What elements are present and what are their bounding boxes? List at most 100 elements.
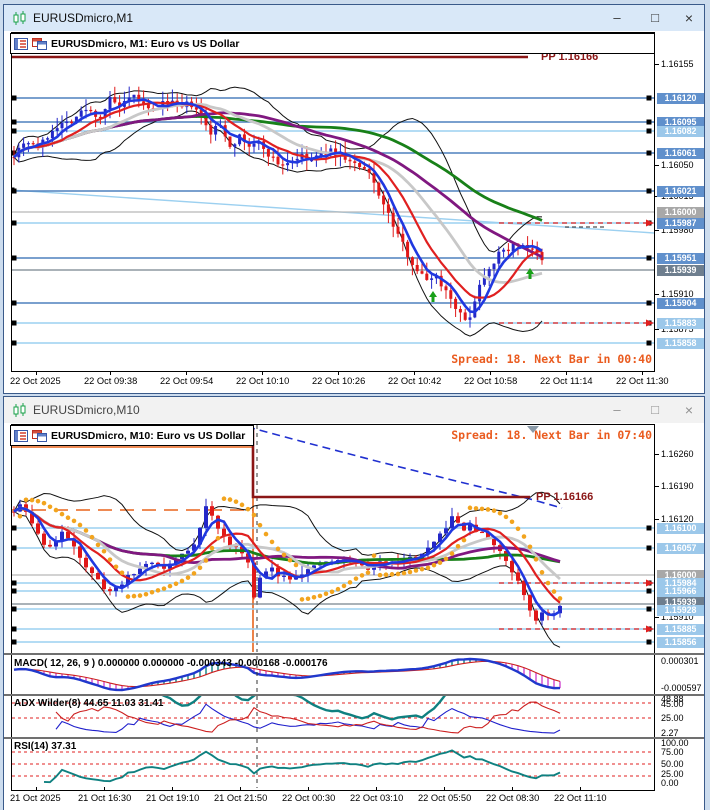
chart-plot-area-m1[interactable] — [11, 32, 655, 372]
sar-dot — [161, 586, 167, 591]
moving-average — [13, 506, 561, 570]
sar-dot — [437, 560, 443, 565]
sar-dot — [407, 569, 413, 575]
maximize-button[interactable]: □ — [651, 10, 659, 25]
price-badge-light: 1.16082 — [657, 125, 704, 137]
candle-body — [528, 595, 532, 611]
sar-dot — [377, 572, 383, 578]
candle-body — [288, 575, 292, 580]
close-button[interactable]: × — [684, 10, 694, 26]
candle-body — [425, 273, 429, 280]
pane-separator[interactable] — [4, 653, 704, 655]
candle-body — [79, 110, 83, 117]
sar-dot — [125, 594, 131, 599]
time-tick — [338, 371, 339, 375]
minimize-button[interactable]: – — [613, 10, 621, 25]
window-title: EURUSDmicro,M1 — [33, 11, 134, 25]
time-label: 21 Oct 16:30 — [78, 793, 132, 803]
candle-body — [144, 563, 148, 569]
macd-pane[interactable] — [12, 656, 654, 693]
time-tick — [512, 787, 513, 791]
candle-body — [534, 610, 538, 621]
plus-di-line — [55, 703, 561, 734]
minus-di-line — [55, 701, 561, 734]
sar-dot — [557, 596, 563, 601]
candle-body — [204, 506, 208, 528]
candle-body — [271, 156, 275, 158]
pane-separator[interactable] — [4, 694, 704, 696]
window-title: EURUSDmicro,M10 — [33, 403, 140, 417]
sar-dot — [317, 593, 323, 599]
sar-dot — [443, 556, 449, 562]
candle-body — [258, 577, 262, 598]
adx-axis-label: 2.27 — [661, 728, 679, 738]
moving-average — [13, 506, 561, 581]
candle-body — [222, 528, 226, 537]
sar-dot — [191, 571, 197, 576]
candle-body — [353, 161, 357, 163]
time-tick — [444, 787, 445, 791]
price-badge-blue: 1.15904 — [657, 297, 704, 309]
sar-dot — [311, 594, 317, 600]
candle-body — [12, 511, 16, 513]
moving-average — [13, 506, 561, 617]
sar-dot — [299, 597, 305, 602]
candle-body — [454, 298, 458, 309]
chart-canvas-m10[interactable] — [12, 425, 654, 652]
time-label: 21 Oct 21:50 — [214, 793, 268, 803]
candle-body — [120, 584, 124, 588]
price-tick-label: 1.15875 — [661, 324, 694, 334]
line-end-marker — [12, 188, 17, 194]
titlebar-m10[interactable]: EURUSDmicro,M10 – □ × — [4, 397, 704, 423]
candle-body — [238, 134, 242, 145]
candle-body — [210, 506, 214, 516]
candle-body — [102, 579, 106, 590]
price-badge-gray: 1.16000 — [657, 569, 704, 581]
price-badge-light: 1.15883 — [657, 317, 704, 329]
sar-dot — [515, 526, 521, 532]
candle-body — [66, 531, 70, 539]
time-tick — [490, 371, 491, 375]
spread-text-m10: Spread: 18. Next Bar in 07:40 — [451, 428, 652, 442]
pane-separator[interactable] — [4, 737, 704, 739]
adx-label: ADX Wilder(8) 44.65 11.03 31.41 — [14, 698, 164, 709]
candle-body — [90, 567, 94, 574]
candle-body — [108, 97, 112, 110]
candle-body — [142, 101, 146, 104]
pp-line — [251, 429, 530, 499]
line-end-marker — [646, 188, 652, 194]
candle-body — [473, 301, 477, 318]
sar-dot — [245, 506, 251, 512]
candle-body — [312, 565, 316, 570]
candle-body — [42, 533, 46, 545]
candle-body — [530, 248, 534, 250]
object-list-icon[interactable] — [14, 429, 28, 442]
minimize-button[interactable]: – — [613, 402, 621, 417]
adx-pane[interactable] — [12, 696, 654, 736]
chart-header-label: EURUSDmicro, M10: Euro vs US Dollar — [51, 429, 246, 442]
rsi-label: RSI(14) 37.31 — [14, 741, 77, 752]
chart-plot-area-m10[interactable] — [11, 424, 655, 791]
candle-body — [46, 138, 50, 140]
time-label: 22 Oct 05:50 — [418, 793, 472, 803]
candle-body — [150, 562, 154, 564]
rsi-pane[interactable] — [12, 739, 654, 789]
titlebar-m1[interactable]: EURUSDmicro,M1 – □ × — [4, 5, 704, 31]
sar-dot — [425, 565, 431, 571]
chart-windows-icon[interactable] — [32, 429, 47, 442]
time-tick — [186, 371, 187, 375]
macd-line — [13, 657, 561, 692]
close-button[interactable]: × — [684, 402, 694, 418]
axis-tick — [655, 329, 659, 330]
time-tick — [262, 371, 263, 375]
object-list-icon[interactable] — [14, 37, 28, 50]
candle-body — [430, 278, 434, 280]
chart-canvas-m1[interactable] — [12, 33, 654, 371]
chart-windows-icon[interactable] — [32, 37, 47, 50]
time-label: 22 Oct 09:54 — [160, 376, 214, 386]
candle-body — [194, 107, 198, 110]
time-label: 22 Oct 10:42 — [388, 376, 442, 386]
maximize-button[interactable]: □ — [651, 402, 659, 417]
candle-body — [48, 544, 52, 547]
candle-body — [468, 524, 472, 531]
